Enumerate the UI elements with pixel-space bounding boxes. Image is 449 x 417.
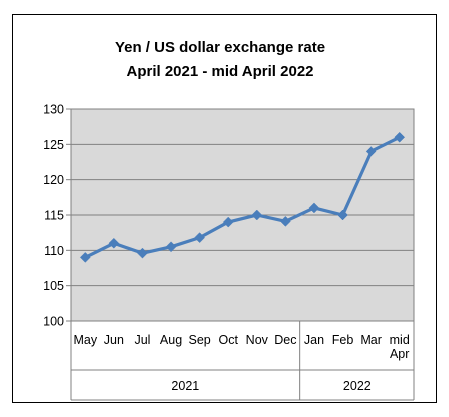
x-tick-label: Feb (332, 333, 354, 347)
y-tick-label: 110 (44, 244, 64, 258)
x-tick-label: Oct (218, 333, 238, 347)
chart-title: Yen / US dollar exchange rate (115, 39, 325, 56)
x-tick-label: Dec (274, 333, 296, 347)
x-tick-label: Nov (246, 333, 269, 347)
data-point-marker (365, 146, 377, 157)
y-tick-label: 130 (43, 103, 64, 117)
data-point-marker (308, 202, 320, 214)
x-tick-label: Aug (160, 333, 182, 347)
x-tick-label: mid (390, 333, 410, 347)
x-tick-label: Sep (189, 333, 211, 347)
x-tick-label: Mar (360, 333, 382, 347)
y-tick-label: 125 (43, 138, 64, 152)
chart-subtitle: April 2021 - mid April 2022 (126, 63, 313, 80)
x-tick-label: Jun (104, 333, 124, 347)
x-tick-label: Jul (134, 333, 150, 347)
data-point-marker (280, 216, 291, 227)
data-point-marker (79, 252, 91, 263)
data-point-marker (394, 131, 406, 143)
y-tick-label: 100 (43, 315, 64, 329)
y-tick-label: 115 (44, 209, 64, 223)
x-tick-label: Jan (304, 333, 324, 347)
series-line (83, 135, 402, 259)
plot-area: 100 105 110 115 120 125 130 2021 2022 May Jun Jul Au… (43, 103, 415, 401)
x-group-label: 2021 (171, 379, 199, 393)
y-tick-label: 105 (43, 279, 64, 293)
data-point-marker (337, 209, 348, 221)
data-point-marker (222, 216, 234, 228)
data-point-marker (251, 209, 263, 221)
y-tick-label: 120 (43, 173, 64, 187)
x-group-label: 2022 (343, 379, 371, 393)
data-point-marker (108, 237, 120, 249)
data-point-marker (194, 232, 205, 243)
x-tick-label: Apr (390, 347, 409, 361)
data-point-marker (137, 247, 148, 259)
data-point-marker (165, 241, 177, 253)
x-tick-label: May (73, 333, 97, 347)
